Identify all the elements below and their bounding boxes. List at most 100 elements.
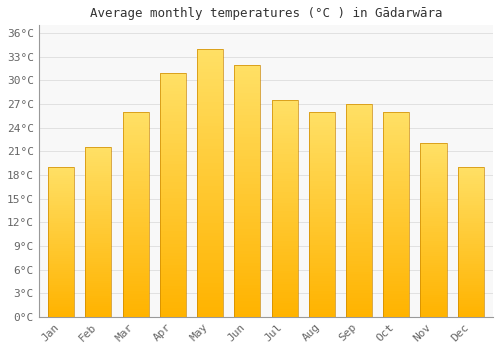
Bar — [122, 138, 148, 140]
Bar — [346, 187, 372, 189]
Bar — [160, 198, 186, 201]
Bar — [383, 112, 409, 114]
Bar — [48, 238, 74, 240]
Bar — [458, 307, 483, 309]
Bar — [234, 251, 260, 254]
Bar — [197, 116, 223, 119]
Bar — [346, 178, 372, 181]
Bar — [383, 120, 409, 122]
Bar — [234, 103, 260, 106]
Bar — [160, 295, 186, 299]
Bar — [234, 93, 260, 96]
Bar — [122, 186, 148, 189]
Bar — [48, 315, 74, 317]
Bar — [272, 287, 297, 290]
Bar — [122, 271, 148, 273]
Bar — [122, 232, 148, 235]
Bar — [234, 90, 260, 93]
Bar — [383, 145, 409, 148]
Bar — [197, 153, 223, 156]
Bar — [160, 268, 186, 271]
Bar — [197, 163, 223, 166]
Bar — [197, 180, 223, 183]
Bar — [48, 188, 74, 190]
Bar — [346, 314, 372, 317]
Bar — [197, 206, 223, 210]
Bar — [122, 309, 148, 312]
Bar — [48, 272, 74, 274]
Bar — [160, 85, 186, 88]
Bar — [272, 133, 297, 135]
Bar — [383, 135, 409, 138]
Bar — [48, 233, 74, 234]
Bar — [346, 293, 372, 295]
Bar — [420, 230, 446, 232]
Bar — [197, 307, 223, 310]
Bar — [383, 299, 409, 301]
Bar — [272, 152, 297, 154]
Bar — [420, 228, 446, 230]
Bar — [48, 186, 74, 188]
Bar — [383, 248, 409, 250]
Bar — [383, 227, 409, 230]
Bar — [86, 236, 112, 238]
Bar — [160, 140, 186, 143]
Bar — [420, 167, 446, 169]
Bar — [86, 167, 112, 169]
Bar — [346, 107, 372, 110]
Bar — [48, 204, 74, 206]
Bar — [420, 182, 446, 185]
Bar — [86, 256, 112, 258]
Bar — [86, 238, 112, 240]
Bar — [308, 240, 335, 243]
Bar — [122, 168, 148, 171]
Bar — [122, 155, 148, 158]
Bar — [272, 298, 297, 301]
Bar — [420, 300, 446, 302]
Bar — [234, 213, 260, 216]
Bar — [160, 240, 186, 244]
Bar — [197, 237, 223, 240]
Bar — [122, 161, 148, 163]
Bar — [48, 264, 74, 266]
Bar — [160, 256, 186, 259]
Bar — [48, 246, 74, 247]
Bar — [160, 136, 186, 140]
Bar — [197, 196, 223, 200]
Bar — [197, 159, 223, 163]
Bar — [458, 223, 483, 225]
Bar — [346, 170, 372, 173]
Bar — [383, 235, 409, 237]
Bar — [160, 216, 186, 219]
Bar — [86, 169, 112, 171]
Bar — [272, 203, 297, 206]
Bar — [272, 225, 297, 228]
Bar — [383, 294, 409, 296]
Bar — [383, 314, 409, 317]
Bar — [458, 250, 483, 251]
Bar — [308, 171, 335, 173]
Bar — [234, 150, 260, 153]
Bar — [160, 152, 186, 155]
Bar — [160, 277, 186, 280]
Bar — [160, 262, 186, 265]
Bar — [420, 195, 446, 198]
Bar — [234, 137, 260, 140]
Bar — [234, 310, 260, 314]
Bar — [272, 246, 297, 249]
Bar — [122, 204, 148, 207]
Bar — [308, 143, 335, 145]
Bar — [160, 112, 186, 115]
Bar — [122, 299, 148, 301]
Bar — [48, 261, 74, 262]
Bar — [346, 312, 372, 314]
Bar — [420, 308, 446, 310]
Bar — [86, 300, 112, 302]
Bar — [308, 299, 335, 301]
Bar — [346, 104, 372, 107]
Bar — [458, 236, 483, 238]
Bar — [48, 270, 74, 272]
Bar — [48, 206, 74, 208]
Bar — [383, 237, 409, 240]
Bar — [346, 115, 372, 117]
